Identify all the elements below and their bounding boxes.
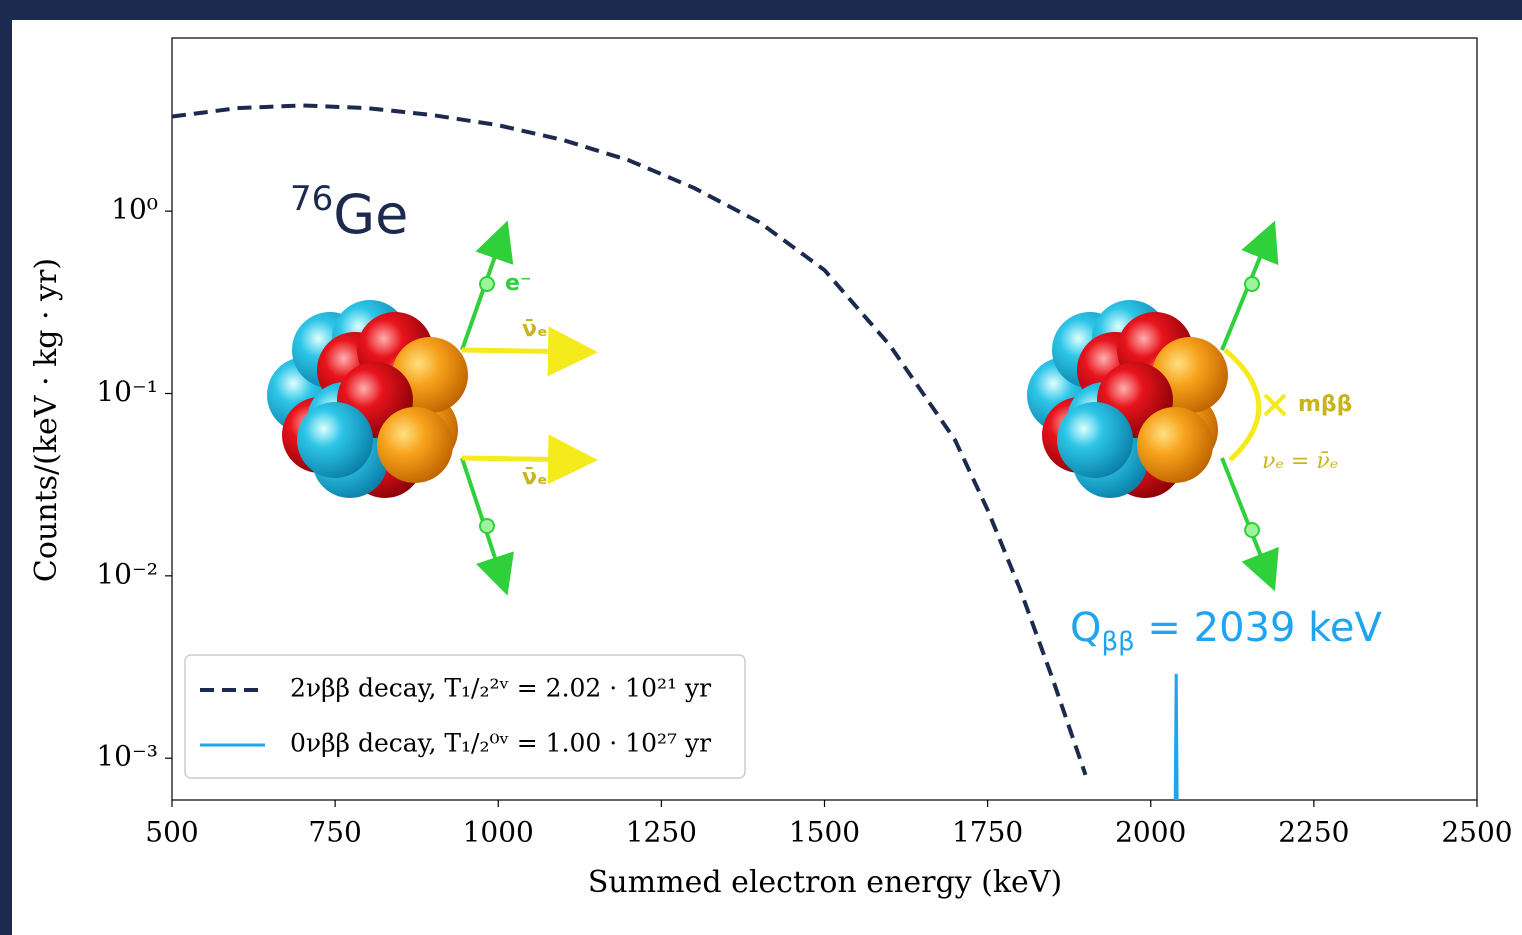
label: νₑ = ν̄ₑ <box>1262 449 1338 474</box>
label: ν̄ₑ <box>522 317 548 342</box>
background <box>12 20 1522 935</box>
y-tick-label: 10⁻³ <box>96 740 158 773</box>
nucleon <box>1137 407 1213 483</box>
y-tick-label: 10⁻² <box>96 557 158 590</box>
label: ν̄ₑ <box>522 465 548 490</box>
isotope: Ge <box>333 183 408 246</box>
x-tick-label: 1250 <box>626 816 697 849</box>
superscript: 76 <box>290 179 333 219</box>
x-tick-label: 750 <box>308 816 361 849</box>
arrow <box>462 458 588 460</box>
x-tick-label: 1000 <box>463 816 534 849</box>
legend-label: 2νββ decay, T₁/₂²ᵛ = 2.02 · 10²¹ yr <box>290 674 711 703</box>
electron <box>480 277 494 291</box>
label: e⁻ <box>505 271 532 296</box>
x-tick-label: 500 <box>145 816 198 849</box>
x-tick-label: 2500 <box>1441 816 1512 849</box>
q: Q <box>1070 605 1101 651</box>
electron <box>1245 277 1259 291</box>
nucleon <box>297 402 373 478</box>
y-tick-label: 10⁰ <box>111 193 158 226</box>
electron <box>1245 523 1259 537</box>
legend-label: 0νββ decay, T₁/₂⁰ᵛ = 1.00 · 10²⁷ yr <box>290 729 711 758</box>
nucleon <box>377 407 453 483</box>
x-tick-label: 1750 <box>952 816 1023 849</box>
y-axis-label: Counts/(keV · kg · yr) <box>29 258 64 582</box>
q-subscript: ββ <box>1101 627 1134 657</box>
chart: e⁻ ν̄ₑ ν̄ₑ mββ νₑ = ν̄ₑ Summed electron ener… <box>0 0 1522 935</box>
label: mββ <box>1298 392 1352 417</box>
electron <box>480 519 494 533</box>
arrow <box>462 350 588 352</box>
x-tick-label: 2000 <box>1115 816 1186 849</box>
page: e⁻ ν̄ₑ ν̄ₑ mββ νₑ = ν̄ₑ Summed electron ener… <box>0 0 1522 935</box>
q-suffix: = 2039 keV <box>1135 605 1383 651</box>
x-tick-label: 2250 <box>1278 816 1349 849</box>
x-axis-label: Summed electron energy (keV) <box>588 865 1062 900</box>
nucleon <box>1057 402 1133 478</box>
x-tick-label: 1500 <box>789 816 860 849</box>
y-tick-label: 10⁻¹ <box>96 375 158 408</box>
